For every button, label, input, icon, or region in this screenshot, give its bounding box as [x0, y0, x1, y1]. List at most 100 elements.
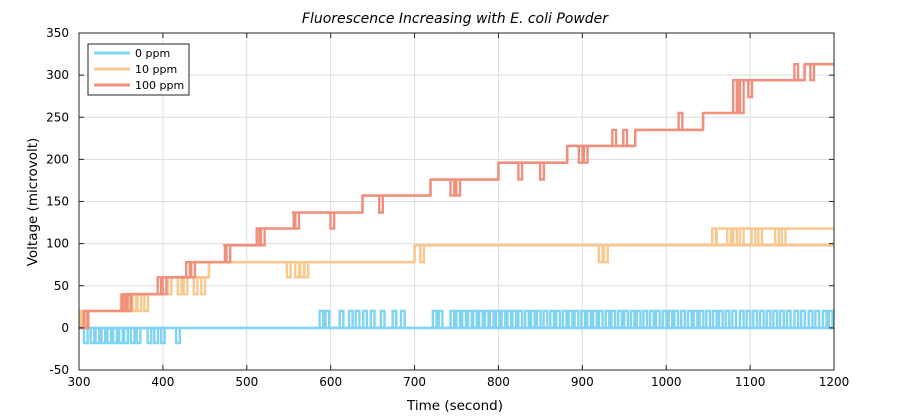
series-spike	[686, 309, 693, 328]
series-spike	[692, 309, 699, 328]
series-spike	[259, 228, 266, 247]
series-spike	[285, 262, 292, 279]
series-spike	[523, 309, 530, 328]
x-tick-label: 600	[319, 375, 342, 389]
series-spike	[635, 309, 642, 328]
series-spike	[698, 309, 705, 328]
series-spike	[100, 327, 107, 345]
series-spike	[711, 309, 718, 328]
series-spike	[772, 309, 779, 328]
series-spike	[731, 309, 738, 328]
series-spike	[809, 64, 816, 82]
series-spike	[477, 309, 484, 328]
series-spike	[622, 128, 629, 146]
series-spike	[793, 62, 800, 81]
series-spike	[136, 294, 143, 313]
series-spike	[500, 309, 507, 328]
series-spike	[399, 309, 406, 328]
series-spike	[192, 277, 199, 296]
y-tick-label: -50	[49, 363, 69, 377]
x-tick-label: 700	[403, 375, 426, 389]
series-spike	[362, 309, 369, 328]
series-spike	[517, 162, 524, 181]
series-spike	[419, 245, 426, 264]
series-spike	[661, 309, 668, 328]
series-spike	[654, 309, 661, 328]
series-spike	[567, 309, 574, 328]
y-tick-label: 350	[46, 26, 69, 40]
series-spike	[471, 309, 478, 328]
x-tick-label: 500	[235, 375, 258, 389]
x-tick-label: 1100	[735, 375, 766, 389]
series-spike	[131, 294, 138, 313]
series-spike	[153, 327, 160, 345]
x-axis-ticks: 300 400 500 600 700 800 900 1000 1100 1200	[68, 33, 850, 389]
series-100-ppm	[79, 62, 834, 330]
series-spike	[577, 145, 584, 164]
series-spike	[827, 309, 834, 328]
series-spike	[610, 309, 617, 328]
y-tick-label: 150	[46, 195, 69, 209]
y-tick-label: 250	[46, 110, 69, 124]
legend: 0 ppm 10 ppm 100 ppm	[87, 43, 190, 96]
x-tick-label: 300	[68, 375, 91, 389]
series-spike	[303, 262, 310, 279]
series-layer	[79, 62, 834, 345]
series-spike	[466, 309, 473, 328]
series-spike	[738, 309, 745, 328]
y-tick-label: 100	[46, 237, 69, 251]
series-spike	[506, 309, 513, 328]
y-tick-label: 0	[61, 321, 69, 335]
series-spike	[200, 277, 207, 296]
x-tick-label: 1200	[819, 375, 850, 389]
series-spike	[225, 245, 232, 264]
series-spike	[757, 228, 764, 247]
series-spike	[431, 309, 438, 328]
series-spike	[449, 179, 456, 197]
series-spike	[785, 309, 792, 328]
series-spike	[89, 327, 96, 345]
series-spike	[461, 309, 468, 328]
series-spike	[555, 309, 562, 328]
y-tick-label: 50	[54, 279, 69, 293]
series-spike	[120, 294, 127, 313]
series-spike	[135, 327, 142, 345]
series-spike	[455, 309, 462, 328]
series-spike	[94, 327, 101, 345]
series-spike	[747, 80, 754, 99]
series-spike	[597, 309, 604, 328]
series-spike	[129, 327, 136, 345]
series-spike	[517, 309, 524, 328]
series-spike	[122, 327, 130, 345]
y-axis-label: Voltage (microvolt)	[25, 138, 41, 267]
series-spike	[294, 212, 301, 230]
series-spike	[604, 309, 611, 328]
x-tick-label: 400	[151, 375, 174, 389]
series-spike	[529, 309, 536, 328]
series-spike	[494, 309, 501, 328]
series-spike	[732, 228, 739, 247]
series-spike	[750, 228, 757, 247]
series-spike	[511, 309, 518, 328]
series-spike	[586, 309, 593, 328]
legend-label: 10 ppm	[135, 63, 177, 76]
series-spike	[617, 309, 624, 328]
series-spike	[318, 309, 325, 328]
series-spike	[294, 262, 301, 279]
series-spike	[677, 111, 684, 130]
series-spike	[189, 262, 197, 279]
series-spike	[591, 309, 598, 328]
series-spike	[437, 309, 444, 328]
series-spike	[780, 228, 787, 247]
series-spike	[82, 309, 89, 328]
series-spike	[726, 228, 733, 247]
y-tick-label: 300	[46, 68, 69, 82]
series-spike	[778, 309, 785, 328]
series-spike	[648, 309, 655, 328]
series-spike	[483, 309, 490, 328]
series-spike	[611, 128, 618, 146]
series-spike	[597, 245, 604, 264]
series-spike	[667, 309, 674, 328]
legend-label: 100 ppm	[135, 79, 184, 92]
